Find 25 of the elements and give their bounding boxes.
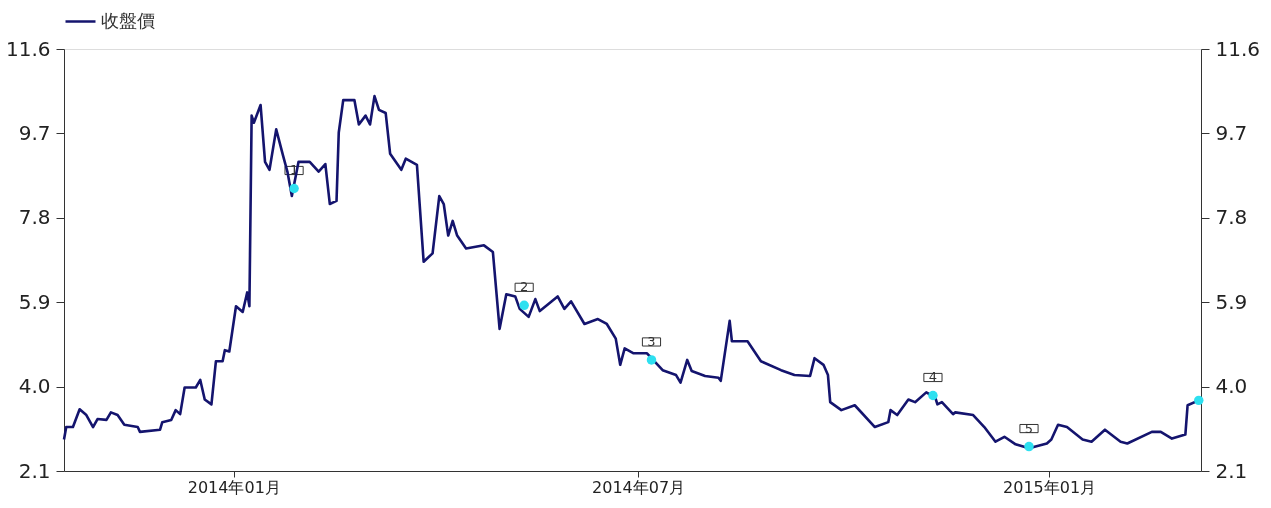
annotation: 4	[928, 369, 938, 385]
annotation: 2	[520, 279, 529, 295]
y2-tick-label: 5.9	[1215, 289, 1248, 314]
point	[928, 390, 938, 401]
y2-tick-label: 4.0	[1215, 374, 1248, 399]
x-tick-label: 2014年07月	[592, 477, 686, 497]
legend-label: 收盤價	[101, 9, 155, 31]
y2-tick-label: 7.8	[1215, 205, 1248, 230]
point	[646, 355, 657, 365]
y2-tick-label: 9.7	[1215, 120, 1248, 145]
point	[519, 300, 529, 311]
annotation: 3	[647, 333, 656, 349]
y-tick-label: 5.9	[18, 289, 51, 314]
y-tick-label: 2.1	[18, 458, 51, 483]
x-tick-label: 2014年01月	[187, 477, 281, 497]
point	[1194, 395, 1204, 406]
y2-tick-label: 11.6	[1215, 36, 1261, 61]
y-tick-label: 7.8	[18, 205, 51, 230]
y2-tick-label: 2.1	[1215, 458, 1248, 483]
y-tick-label: 4.0	[18, 374, 51, 399]
x-tick-label: 2015年01月	[1003, 477, 1097, 497]
point	[289, 183, 299, 194]
y-tick-label: 11.6	[5, 36, 51, 61]
point	[1024, 441, 1034, 452]
y-tick-label: 9.7	[18, 120, 51, 145]
